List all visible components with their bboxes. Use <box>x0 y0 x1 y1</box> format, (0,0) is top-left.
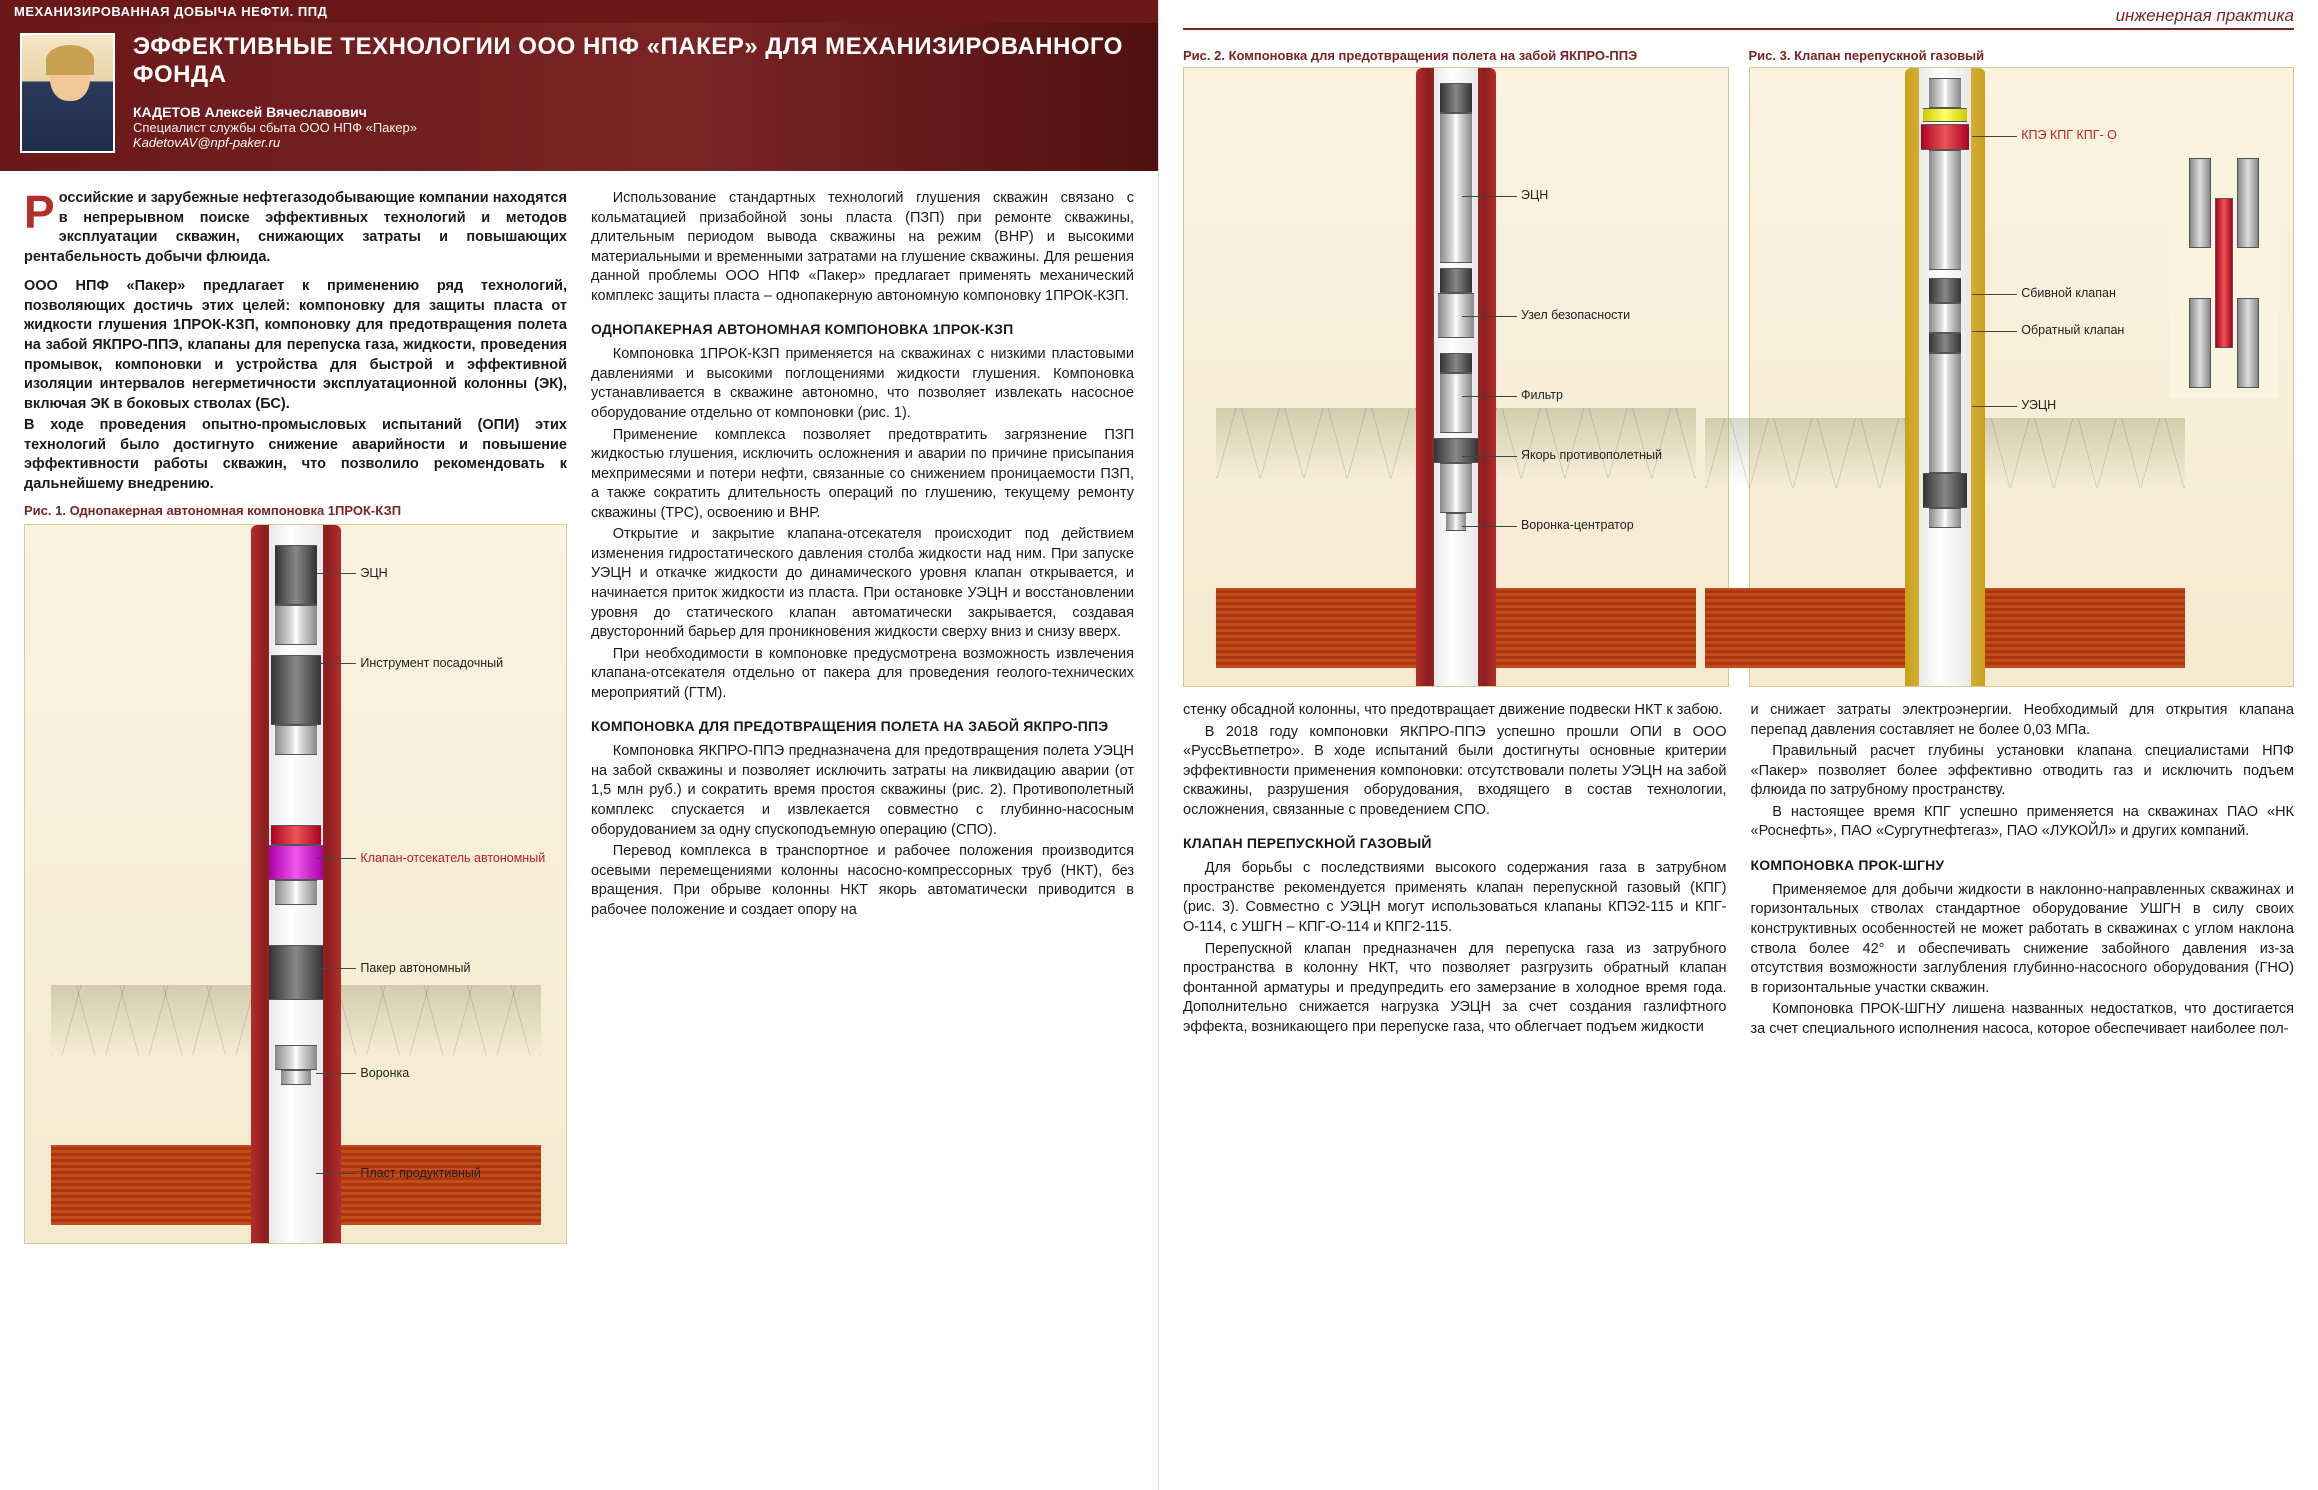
fig1-well <box>251 525 341 1243</box>
figure-3: КПЭ КПГ КПГ- О Сбивной клапан Обратный к… <box>1749 67 2295 687</box>
left-page: МЕХАНИЗИРОВАННАЯ ДОБЫЧА НЕФТИ. ППД ЭФФЕК… <box>0 0 1159 1490</box>
author-photo <box>20 33 115 153</box>
figure-2: ЭЦН Узел безопасности Фильтр Якорь проти… <box>1183 67 1729 687</box>
r2-p4: Применяемое для добычи жидкости в наклон… <box>1751 881 2295 998</box>
c2-p3: Применение комплекса позволяет предотвра… <box>591 426 1134 524</box>
r2-p2: Правильный расчет глубины установки клап… <box>1751 742 2295 801</box>
fig2-label-funnel: Воронка-центратор <box>1521 518 1634 532</box>
r1-p2: В 2018 году компоновки ЯКПРО-ППЭ успешно… <box>1183 723 1727 821</box>
left-col-1: Р оссийские и зарубежные нефтегазодобыва… <box>24 189 567 1244</box>
right-page: инженерная практика Рис. 2. Компоновка д… <box>1159 0 2318 1490</box>
fig1-caption: Рис. 1. Однопакерная автономная компонов… <box>24 502 567 520</box>
lead-paragraph: Р оссийские и зарубежные нефтегазодобыва… <box>24 189 567 267</box>
c2-p1: Использование стандартных технологий глу… <box>591 189 1134 306</box>
author-name-line: КАДЕТОВ Алексей Вячеславович <box>133 104 1138 120</box>
left-body: Р оссийские и зарубежные нефтегазодобыва… <box>0 171 1158 1254</box>
fig2-label-safety: Узел безопасности <box>1521 308 1630 322</box>
r2-p1: и снижает затраты электроэнергии. Необхо… <box>1751 701 2295 740</box>
fig3-col: Рис. 3. Клапан перепускной газовый <box>1749 40 2295 687</box>
fig1-label-tool: Инструмент посадочный <box>360 655 503 672</box>
right-col-2: и снижает затраты электроэнергии. Необхо… <box>1751 701 2295 1041</box>
r2-h1: КОМПОНОВКА ПРОК-ШГНУ <box>1751 856 2295 875</box>
fig3-caption: Рис. 3. Клапан перепускной газовый <box>1749 48 2295 63</box>
dropcap: Р <box>24 189 59 232</box>
fig3-label-uecn: УЭЦН <box>2021 398 2056 412</box>
fig2-label-filter: Фильтр <box>1521 388 1563 402</box>
fig1-label-packer: Пакер автономный <box>360 960 470 977</box>
c2-p7: Перевод комплекса в транспортное и рабоч… <box>591 842 1134 920</box>
fig2-col: Рис. 2. Компоновка для предотвращения по… <box>1183 40 1729 687</box>
fig2-caption: Рис. 2. Компоновка для предотвращения по… <box>1183 48 1729 63</box>
author-role: Специалист службы сбыта ООО НПФ «Пакер» <box>133 120 1138 135</box>
c2-p6: Компоновка ЯКПРО-ППЭ предназначена для п… <box>591 742 1134 840</box>
c2-h2: КОМПОНОВКА ДЛЯ ПРЕДОТВРАЩЕНИЯ ПОЛЕТА НА … <box>591 717 1134 736</box>
r1-h1: КЛАПАН ПЕРЕПУСКНОЙ ГАЗОВЫЙ <box>1183 834 1727 853</box>
fig3-well <box>1905 68 1985 686</box>
r1-p3: Для борьбы с последствиями высокого соде… <box>1183 859 1727 937</box>
fig3-detail <box>2169 158 2279 398</box>
fig1-label-ecn: ЭЦН <box>360 565 387 582</box>
fig3-label-check: Обратный клапан <box>2021 323 2124 337</box>
right-col-1: стенку обсадной колонны, что предотвраща… <box>1183 701 1727 1041</box>
c2-h1: ОДНОПАКЕРНАЯ АВТОНОМНАЯ КОМПОНОВКА 1ПРОК… <box>591 320 1134 339</box>
r1-p1: стенку обсадной колонны, что предотвраща… <box>1183 701 1727 721</box>
c2-p5: При необходимости в компоновке предусмот… <box>591 645 1134 704</box>
journal-name: инженерная практика <box>1159 0 2318 26</box>
fig1-label-valve: Клапан-отсекатель автономный <box>360 850 545 867</box>
r2-p3: В настоящее время КПГ успешно применяетс… <box>1751 803 2295 842</box>
author-email: KadetovAV@npf-paker.ru <box>133 135 1138 150</box>
journal-rule <box>1183 28 2294 30</box>
page-spread: МЕХАНИЗИРОВАННАЯ ДОБЫЧА НЕФТИ. ППД ЭФФЕК… <box>0 0 2318 1490</box>
figure-row: Рис. 2. Компоновка для предотвращения по… <box>1159 40 2318 687</box>
lead-p1: оссийские и зарубежные нефтегазодобывающ… <box>24 190 567 265</box>
c2-p2: Компоновка 1ПРОК-КЗП применяется на сква… <box>591 345 1134 423</box>
right-body: стенку обсадной колонны, что предотвраща… <box>1159 687 2318 1051</box>
lead-p3: В ходе проведения опытно-промысловых исп… <box>24 416 567 494</box>
left-col-2: Использование стандартных технологий глу… <box>591 189 1134 1244</box>
article-title: ЭФФЕКТИВНЫЕ ТЕХНОЛОГИИ ООО НПФ «ПАКЕР» Д… <box>133 33 1138 88</box>
lead-p2: ООО НПФ «Пакер» предлагает к применению … <box>24 277 567 414</box>
r1-p4: Перепускной клапан предназначен для пере… <box>1183 940 1727 1038</box>
c2-p4: Открытие и закрытие клапана-отсекателя п… <box>591 525 1134 642</box>
fig2-well <box>1416 68 1496 686</box>
fig3-label-kpe: КПЭ КПГ КПГ- О <box>2021 128 2117 142</box>
title-block: ЭФФЕКТИВНЫЕ ТЕХНОЛОГИИ ООО НПФ «ПАКЕР» Д… <box>133 33 1138 153</box>
fig1-label-layer: Пласт продуктивный <box>360 1165 480 1182</box>
fig3-label-break: Сбивной клапан <box>2021 286 2116 300</box>
article-header: ЭФФЕКТИВНЫЕ ТЕХНОЛОГИИ ООО НПФ «ПАКЕР» Д… <box>0 23 1158 171</box>
fig2-label-ecn: ЭЦН <box>1521 188 1548 202</box>
r2-p5: Компоновка ПРОК-ШГНУ лишена названных не… <box>1751 1000 2295 1039</box>
author-name: КАДЕТОВ Алексей Вячеславович <box>133 104 367 120</box>
category-bar: МЕХАНИЗИРОВАННАЯ ДОБЫЧА НЕФТИ. ППД <box>0 0 1158 23</box>
fig1-label-funnel: Воронка <box>360 1065 409 1082</box>
fig2-label-anchor: Якорь противополетный <box>1521 448 1662 462</box>
figure-1: ЭЦН Инструмент посадочный Клапан-отсекат… <box>24 524 567 1244</box>
